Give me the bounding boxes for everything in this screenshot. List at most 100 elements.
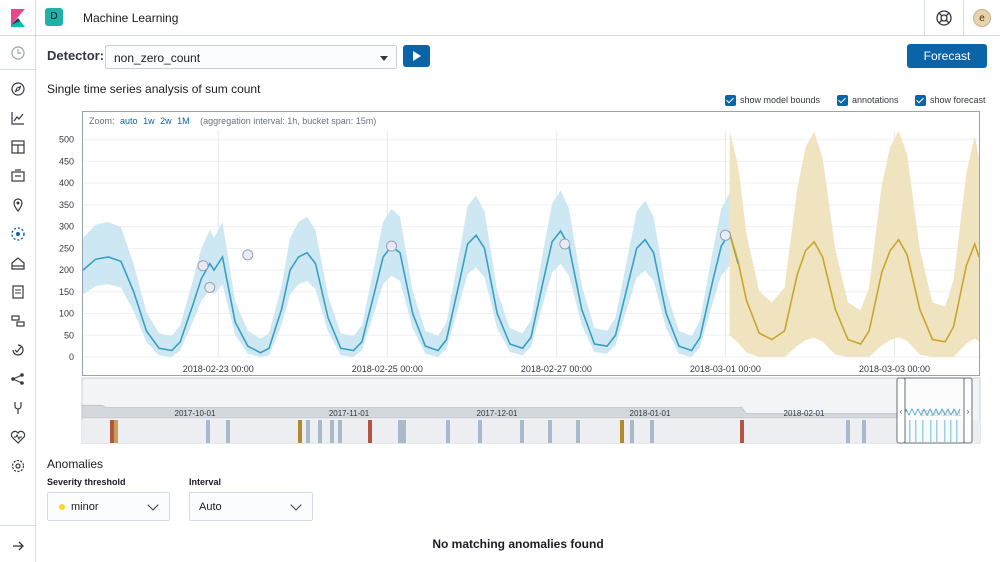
anomaly-swimlane-mark bbox=[446, 420, 450, 443]
y-tick-label: 150 bbox=[59, 287, 74, 297]
top-header: D Machine Learning e bbox=[0, 0, 1000, 36]
anomaly-swimlane-mark bbox=[368, 420, 372, 443]
dashboard-icon[interactable] bbox=[9, 138, 27, 156]
zoom-bar: Zoom: auto 1w 2w 1M (aggregation interva… bbox=[89, 116, 376, 126]
annotation-marker bbox=[242, 249, 254, 261]
user-avatar[interactable]: e bbox=[973, 9, 991, 27]
focus-chart[interactable]: 0 50 100 150 200 250 300 350 400 450 500 2018-02-23… bbox=[0, 0, 1000, 450]
kibana-logo[interactable] bbox=[0, 0, 36, 36]
brush-swimlane-mark bbox=[909, 420, 911, 442]
y-tick-label: 450 bbox=[59, 156, 74, 166]
chart-title: Single time series analysis of sum count bbox=[47, 82, 261, 96]
play-button[interactable] bbox=[403, 45, 430, 67]
context-brush-selection[interactable] bbox=[904, 377, 965, 444]
management-gear-icon[interactable] bbox=[9, 457, 27, 475]
anomaly-swimlane-mark bbox=[630, 420, 634, 443]
zoom-2w-link[interactable]: 2w bbox=[160, 116, 172, 126]
nav-divider bbox=[0, 525, 36, 526]
detector-label: Detector: bbox=[47, 48, 105, 63]
zoom-auto-link[interactable]: auto bbox=[120, 116, 138, 126]
y-tick-label: 300 bbox=[59, 222, 74, 232]
recently-viewed-icon[interactable] bbox=[9, 44, 27, 62]
interval-select[interactable]: Auto bbox=[189, 492, 313, 521]
severity-minor-dot bbox=[59, 504, 65, 510]
context-actual-wave bbox=[905, 408, 961, 416]
context-date-label: 2018-01-01 bbox=[630, 409, 671, 418]
brush-handle-right[interactable] bbox=[963, 377, 973, 444]
anomaly-swimlane-mark bbox=[862, 420, 866, 443]
checkbox-label: annotations bbox=[852, 95, 899, 105]
annotation-marker bbox=[386, 240, 398, 252]
checkbox-label: show model bounds bbox=[740, 95, 821, 105]
brush-swimlane-mark bbox=[930, 420, 932, 442]
y-tick-label: 350 bbox=[59, 200, 74, 210]
canvas-icon[interactable] bbox=[9, 167, 27, 185]
checkbox-checked-icon bbox=[837, 95, 848, 106]
apm-icon[interactable] bbox=[9, 312, 27, 330]
detector-value: non_zero_count bbox=[114, 51, 201, 65]
brush-swimlane-mark bbox=[950, 420, 952, 442]
interval-label: Interval bbox=[189, 477, 222, 487]
machine-learning-icon[interactable] bbox=[9, 225, 27, 243]
anomaly-swimlane-mark bbox=[110, 420, 114, 443]
y-tick-label: 100 bbox=[59, 309, 74, 319]
y-tick-label: 0 bbox=[69, 352, 74, 362]
nav-divider bbox=[0, 69, 36, 70]
context-date-label: 2017-12-01 bbox=[477, 409, 518, 418]
anomaly-swimlane-mark bbox=[330, 420, 334, 443]
brush-swimlane-mark bbox=[922, 420, 924, 442]
annotation-marker bbox=[197, 260, 209, 272]
visualize-icon[interactable] bbox=[9, 109, 27, 127]
anomaly-swimlane-mark bbox=[478, 420, 482, 443]
severity-threshold-select[interactable]: minor bbox=[47, 492, 170, 521]
help-icon[interactable] bbox=[934, 8, 954, 28]
annotation-marker bbox=[559, 238, 571, 250]
brush-left-arrow-icon: ‹ bbox=[900, 407, 903, 416]
caret-down-icon bbox=[380, 56, 388, 61]
discover-icon[interactable] bbox=[9, 80, 27, 98]
side-nav bbox=[0, 36, 36, 562]
infrastructure-icon[interactable] bbox=[9, 254, 27, 272]
expand-arrow-icon[interactable] bbox=[9, 537, 27, 555]
uptime-icon[interactable] bbox=[9, 341, 27, 359]
anomaly-swimlane-mark bbox=[650, 420, 654, 443]
context-anomaly-swimlane bbox=[82, 420, 980, 443]
actual-series-line bbox=[82, 229, 739, 354]
annotation-marker bbox=[719, 229, 731, 241]
zoom-1w-link[interactable]: 1w bbox=[143, 116, 155, 126]
anomalies-title: Anomalies bbox=[47, 457, 104, 471]
y-tick-label: 500 bbox=[59, 135, 74, 145]
maps-icon[interactable] bbox=[9, 196, 27, 214]
brush-swimlane-mark bbox=[915, 420, 917, 442]
brush-handle-left[interactable] bbox=[896, 377, 906, 444]
zoom-1m-link[interactable]: 1M bbox=[177, 116, 190, 126]
space-avatar[interactable]: D bbox=[45, 8, 63, 26]
y-tick-label: 400 bbox=[59, 178, 74, 188]
y-tick-label: 250 bbox=[59, 243, 74, 253]
brush-swimlane-mark bbox=[936, 420, 938, 442]
dev-tools-icon[interactable] bbox=[9, 399, 27, 417]
severity-threshold-label: Severity threshold bbox=[47, 477, 126, 487]
context-date-label: 2017-11-01 bbox=[329, 409, 370, 418]
context-date-label: 2018-02-01 bbox=[784, 409, 825, 418]
anomaly-swimlane-mark bbox=[298, 420, 302, 443]
monitoring-icon[interactable] bbox=[9, 428, 27, 446]
y-tick-label: 200 bbox=[59, 265, 74, 275]
no-anomalies-message: No matching anomalies found bbox=[432, 537, 604, 551]
checkbox-checked-icon bbox=[915, 95, 926, 106]
context-history-area bbox=[81, 404, 901, 419]
chevron-down-icon bbox=[147, 499, 159, 511]
forecast-button[interactable]: Forecast bbox=[907, 44, 987, 68]
anomaly-swimlane-mark bbox=[114, 420, 118, 443]
anomaly-swimlane-mark bbox=[548, 420, 552, 443]
logs-icon[interactable] bbox=[9, 283, 27, 301]
anomaly-swimlane-mark bbox=[740, 420, 744, 443]
detector-select[interactable]: non_zero_count bbox=[105, 45, 397, 69]
x-tick-label: 2018-02-23 00:00 bbox=[183, 364, 254, 374]
app-title: Machine Learning bbox=[83, 11, 179, 25]
graph-icon[interactable] bbox=[9, 370, 27, 388]
anomaly-swimlane-mark bbox=[338, 420, 342, 443]
anomaly-swimlane-mark bbox=[402, 420, 406, 443]
anomaly-swimlane-mark bbox=[318, 420, 322, 443]
brush-swimlane-mark bbox=[944, 420, 946, 442]
